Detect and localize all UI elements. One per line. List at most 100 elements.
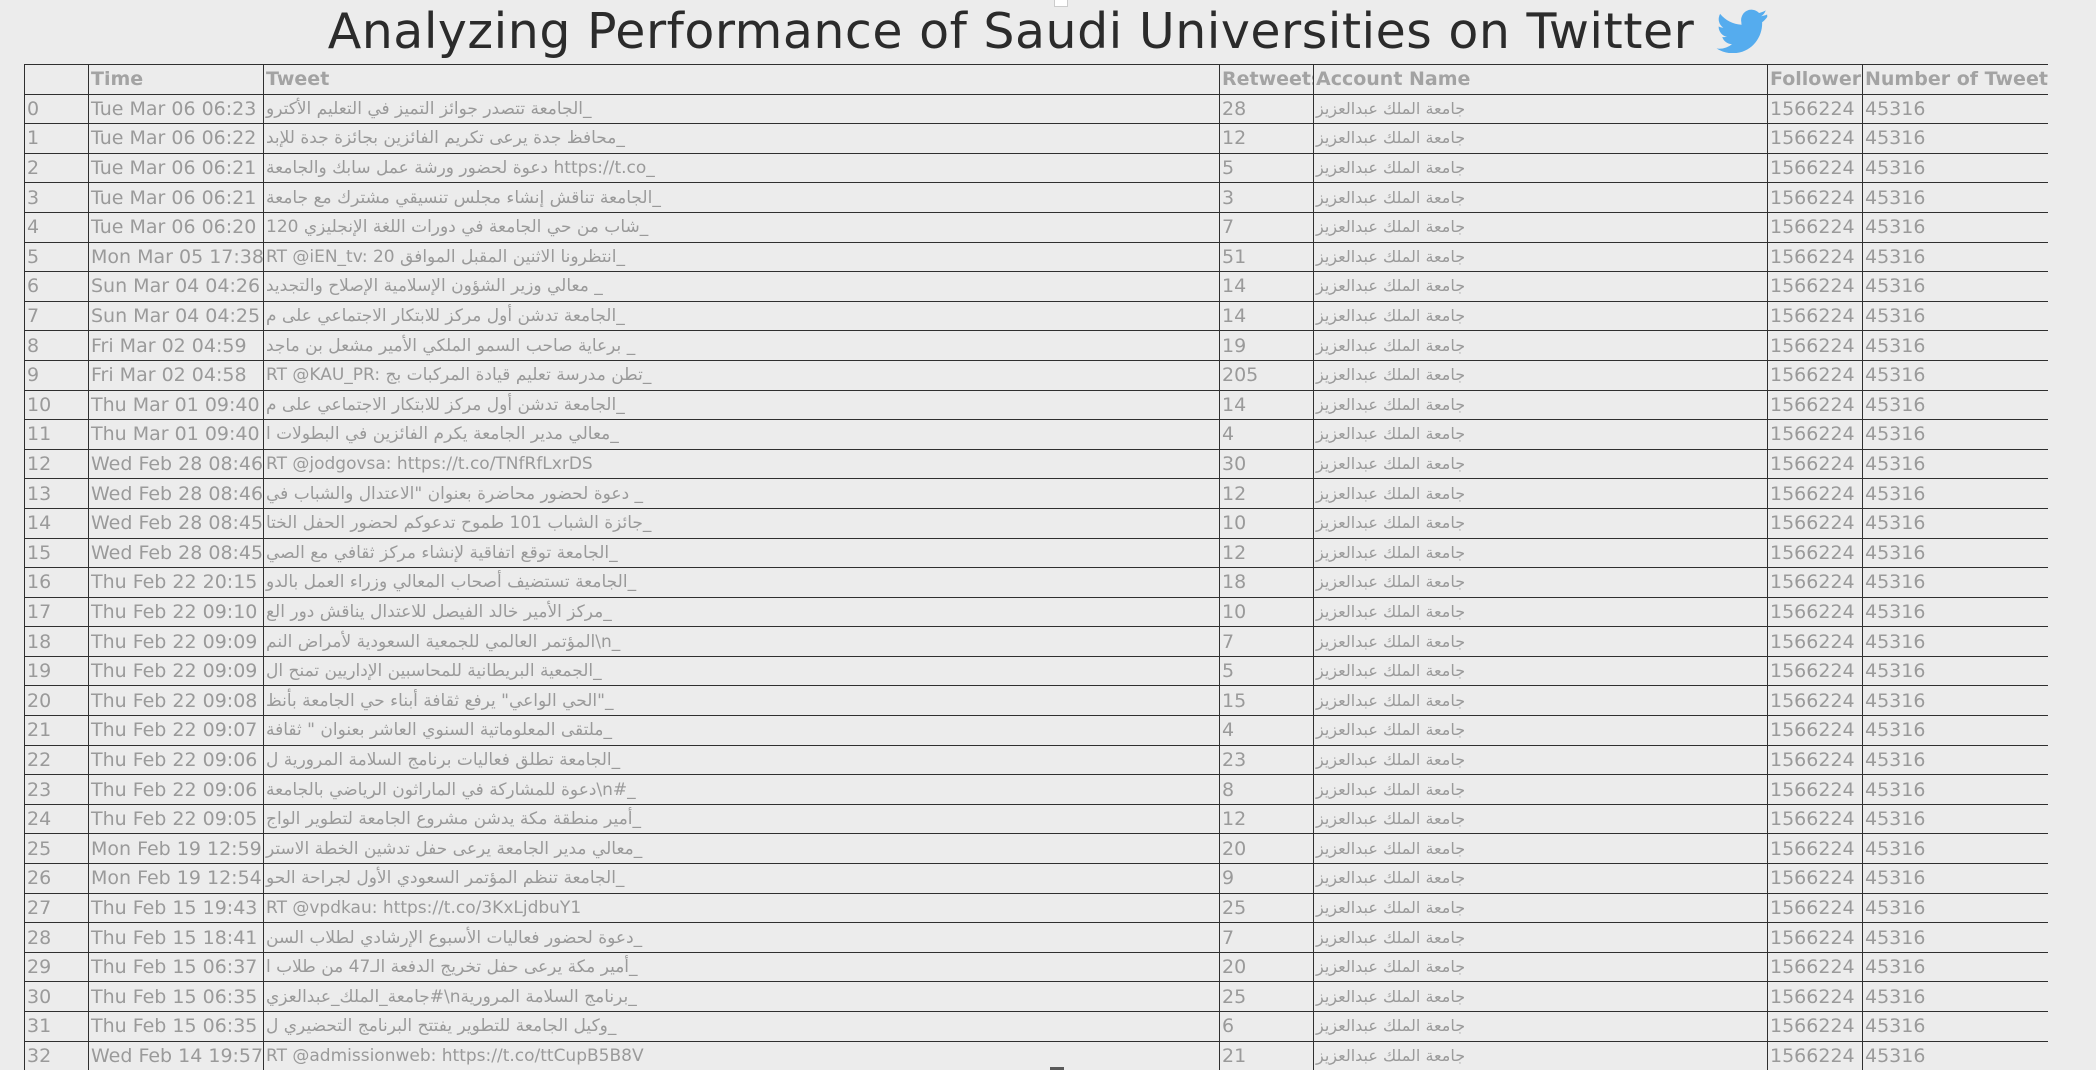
table-row[interactable]: 31 Thu Feb 15 06:35 وكيل الجامعة للتطوير ي… (24, 1011, 2048, 1042)
table-row[interactable]: 8 Fri Mar 02 04:59 برعاية صاحب السمو الملك… (24, 330, 2048, 361)
table-row[interactable]: 22 Thu Feb 22 09:06 الجامعة تطلق فعاليات ب… (24, 744, 2048, 776)
cell-retweets: 12 (1219, 803, 1314, 835)
cell-tweet: ملتقى المعلوماتية السنوي العاشر بعنوان "… (263, 715, 1220, 746)
cell-account-name: جامعة الملك عبدالعزيز (1313, 478, 1768, 509)
table-row[interactable]: 20 Thu Feb 22 09:08 الحي الواعي" يرفع ثقاف… (24, 685, 2048, 717)
cell-followers: 1566224 (1767, 182, 1863, 213)
cell-index: 15 (24, 537, 89, 569)
cell-followers: 1566224 (1767, 596, 1863, 628)
cell-index: 31 (24, 1011, 89, 1042)
table-row[interactable]: 21 Thu Feb 22 09:07 ملتقى المعلوماتية السن… (24, 715, 2048, 746)
tweets-table-container[interactable]: Time Tweet Retweets Account Name Followe… (24, 64, 2048, 1070)
cell-time: Wed Feb 28 08:45 (88, 537, 264, 569)
table-row[interactable]: 3 Tue Mar 06 06:21 الجامعة تناقش إنشاء مجل… (24, 182, 2048, 213)
cell-number-of-tweets: 45316 (1862, 863, 2048, 894)
cell-number-of-tweets: 45316 (1862, 182, 2048, 213)
table-row[interactable]: 30 Thu Feb 15 06:35 جامعة_الملك_عبدالعزي#\… (24, 981, 2048, 1012)
cell-time: Wed Feb 14 19:57 (88, 1040, 264, 1070)
cell-number-of-tweets: 45316 (1862, 389, 2048, 421)
top-scroll-indicator[interactable] (1054, 0, 1068, 7)
cell-time: Thu Feb 15 06:37 (88, 951, 264, 983)
table-row[interactable]: 28 Thu Feb 15 18:41 دعوة لحضور فعاليات الأ… (24, 922, 2048, 953)
cell-index: 8 (24, 330, 89, 361)
cell-retweets: 4 (1219, 715, 1314, 746)
cell-account-name: جامعة الملك عبدالعزيز (1313, 300, 1768, 332)
table-row[interactable]: 23 Thu Feb 22 09:06 دعوة للمشاركة في المار… (24, 774, 2048, 805)
cell-tweet: المؤتمر العالمي للجمعية السعودية لأمراض … (263, 626, 1220, 657)
table-row[interactable]: 2 Tue Mar 06 06:21 دعوة لحضور ورشة عمل ساب… (24, 152, 2048, 184)
cell-time: Thu Feb 15 19:43 (88, 892, 264, 924)
cell-account-name: جامعة الملك عبدالعزيز (1313, 567, 1768, 598)
cell-time: Thu Feb 22 09:10 (88, 596, 264, 628)
tweets-table: Time Tweet Retweets Account Name Followe… (24, 64, 2048, 1070)
cell-followers: 1566224 (1767, 951, 1863, 983)
cell-number-of-tweets: 45316 (1862, 211, 2048, 243)
table-row[interactable]: 11 Thu Mar 01 09:40 معالي مدير الجامعة يكر… (24, 419, 2048, 450)
cell-followers: 1566224 (1767, 981, 1863, 1012)
cell-retweets: 12 (1219, 478, 1314, 509)
table-row[interactable]: 13 Wed Feb 28 08:46 دعوة لحضور محاضرة بعنو… (24, 478, 2048, 509)
cell-account-name: جامعة الملك عبدالعزيز (1313, 93, 1768, 125)
bottom-scroll-indicator[interactable] (1050, 1067, 1064, 1070)
cell-number-of-tweets: 45316 (1862, 330, 2048, 361)
cell-time: Thu Feb 22 09:07 (88, 715, 264, 746)
cell-index: 22 (24, 744, 89, 776)
column-header-index (24, 64, 89, 95)
table-row[interactable]: 14 Wed Feb 28 08:45 جائزة الشباب 101 طموح … (24, 507, 2048, 539)
cell-retweets: 7 (1219, 211, 1314, 243)
cell-time: Wed Feb 28 08:45 (88, 507, 264, 539)
cell-number-of-tweets: 45316 (1862, 567, 2048, 598)
table-row[interactable]: 16 Thu Feb 22 20:15 الجامعة تستضيف أصحاب ا… (24, 567, 2048, 598)
table-row[interactable]: 26 Mon Feb 19 12:54 الجامعة تنظم المؤتمر ا… (24, 863, 2048, 894)
cell-retweets: 9 (1219, 863, 1314, 894)
cell-time: Thu Feb 22 20:15 (88, 567, 264, 598)
table-row[interactable]: 24 Thu Feb 22 09:05 أمير منطقة مكة يدشن مش… (24, 803, 2048, 835)
cell-time: Tue Mar 06 06:23 (88, 93, 264, 125)
table-row[interactable]: 7 Sun Mar 04 04:25 الجامعة تدشن أول مركز ل… (24, 300, 2048, 332)
table-row[interactable]: 19 Thu Feb 22 09:09 الجمعية البريطانية للم… (24, 655, 2048, 687)
table-row[interactable]: 25 Mon Feb 19 12:59 معالي مدير الجامعة يرع… (24, 833, 2048, 865)
table-row[interactable]: 10 Thu Mar 01 09:40 الجامعة تدشن أول مركز … (24, 389, 2048, 421)
cell-retweets: 205 (1219, 359, 1314, 391)
cell-followers: 1566224 (1767, 93, 1863, 125)
cell-retweets: 4 (1219, 419, 1314, 450)
table-row[interactable]: 27 Thu Feb 15 19:43 RT @vpdkau: https://t.… (24, 892, 2048, 924)
table-row[interactable]: 6 Sun Mar 04 04:26 معالي وزير الشؤون الإسل… (24, 271, 2048, 302)
cell-followers: 1566224 (1767, 863, 1863, 894)
cell-account-name: جامعة الملك عبدالعزيز (1313, 182, 1768, 213)
cell-retweets: 10 (1219, 596, 1314, 628)
table-row[interactable]: 1 Tue Mar 06 06:22 محافظ جدة يرعى تكريم ال… (24, 123, 2048, 154)
table-row[interactable]: 18 Thu Feb 22 09:09 المؤتمر العالمي للجمعي… (24, 626, 2048, 657)
cell-tweet: الجامعة تناقش إنشاء مجلس تنسيقي مشترك مع… (263, 182, 1220, 213)
cell-account-name: جامعة الملك عبدالعزيز (1313, 744, 1768, 776)
cell-followers: 1566224 (1767, 715, 1863, 746)
cell-followers: 1566224 (1767, 300, 1863, 332)
cell-number-of-tweets: 45316 (1862, 922, 2048, 953)
table-row[interactable]: 0 Tue Mar 06 06:23 الجامعة تتصدر جوائز الت… (24, 93, 2048, 125)
table-row[interactable]: 12 Wed Feb 28 08:46 RT @jodgovsa: https://… (24, 448, 2048, 480)
cell-retweets: 18 (1219, 567, 1314, 598)
table-row[interactable]: 32 Wed Feb 14 19:57 RT @admissionweb: http… (24, 1040, 2048, 1070)
cell-retweets: 12 (1219, 123, 1314, 154)
cell-index: 18 (24, 626, 89, 657)
cell-number-of-tweets: 45316 (1862, 981, 2048, 1012)
cell-retweets: 23 (1219, 744, 1314, 776)
table-row[interactable]: 15 Wed Feb 28 08:45 الجامعة توقع اتفاقية ل… (24, 537, 2048, 569)
cell-index: 11 (24, 419, 89, 450)
table-row[interactable]: 29 Thu Feb 15 06:37 أمير مكة يرعى حفل تخري… (24, 951, 2048, 983)
cell-number-of-tweets: 45316 (1862, 655, 2048, 687)
cell-account-name: جامعة الملك عبدالعزيز (1313, 123, 1768, 154)
table-row[interactable]: 17 Thu Feb 22 09:10 مركز الأمير خالد الفيص… (24, 596, 2048, 628)
cell-number-of-tweets: 45316 (1862, 1011, 2048, 1042)
cell-number-of-tweets: 45316 (1862, 359, 2048, 391)
table-row[interactable]: 4 Tue Mar 06 06:20 شاب من حي الجامعة في دو… (24, 211, 2048, 243)
cell-retweets: 3 (1219, 182, 1314, 213)
table-row[interactable]: 5 Mon Mar 05 17:38 RT @iEN_tv: 20 انتظرونا… (24, 241, 2048, 273)
cell-account-name: جامعة الملك عبدالعزيز (1313, 419, 1768, 450)
cell-followers: 1566224 (1767, 1040, 1863, 1070)
cell-tweet: الجامعة تدشن أول مركز للابتكار الاجتماعي… (263, 389, 1220, 421)
table-row[interactable]: 9 Fri Mar 02 04:58 RT @KAU_PR: تطن مدرسة ت… (24, 359, 2048, 391)
cell-time: Thu Feb 15 06:35 (88, 1011, 264, 1042)
title-bar: Analyzing Performance of Saudi Universit… (0, 0, 2096, 62)
cell-number-of-tweets: 45316 (1862, 123, 2048, 154)
